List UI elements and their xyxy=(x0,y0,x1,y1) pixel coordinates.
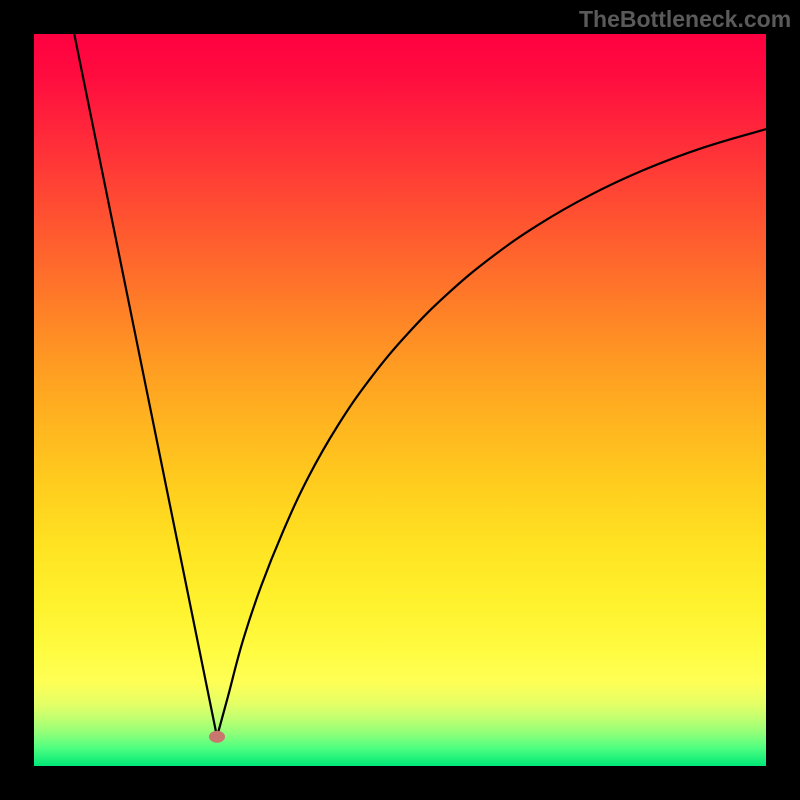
gradient-background xyxy=(34,34,766,766)
bottleneck-chart xyxy=(0,0,800,800)
watermark-text: TheBottleneck.com xyxy=(579,6,791,33)
optimal-point-marker xyxy=(209,731,225,743)
